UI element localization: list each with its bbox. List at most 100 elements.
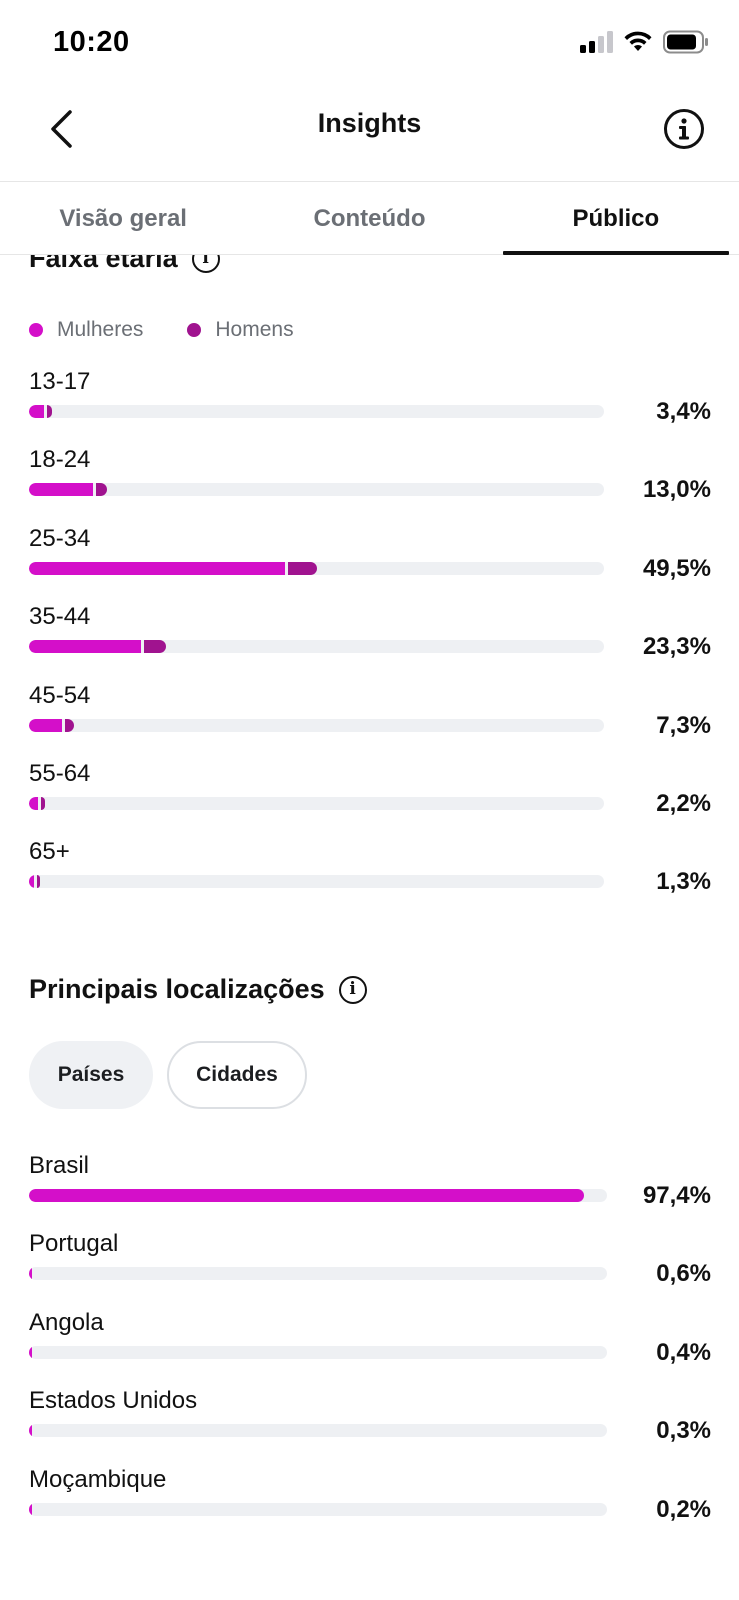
age-row: 25-34 49,5%: [29, 525, 711, 603]
legend-item-men: Homens: [187, 318, 294, 342]
location-row-value: 0,2%: [656, 1495, 711, 1523]
age-row-label: 25-34: [29, 524, 91, 552]
location-row-label: Brasil: [29, 1152, 90, 1179]
age-row: 55-64 2,2%: [29, 760, 711, 838]
legend-item-women: Mulheres: [29, 318, 143, 342]
location-row-value: 0,4%: [656, 1338, 711, 1366]
info-icon: [664, 109, 704, 149]
bar-location: [29, 1189, 584, 1202]
age-row-track: [29, 797, 604, 810]
location-row: Angola 0,4%: [29, 1309, 711, 1387]
wifi-icon: [624, 31, 652, 51]
men-dot-icon: [187, 323, 202, 337]
bar-women: [29, 561, 285, 575]
age-row-value: 3,4%: [656, 398, 711, 425]
bar-men: [96, 483, 107, 497]
age-row: 45-54 7,3%: [29, 682, 711, 760]
bar-women: [29, 483, 94, 497]
age-row: 65+ 1,3%: [29, 838, 711, 916]
audience-content[interactable]: Faixa etária i Mulheres Homens 13-17 3,4%…: [0, 255, 739, 1540]
bar-men: [37, 875, 41, 889]
location-row-label: Portugal: [29, 1230, 119, 1258]
bar-men: [143, 640, 166, 654]
location-row-label: Angola: [29, 1308, 104, 1336]
bar-location: [29, 1345, 32, 1359]
bar-women: [29, 405, 44, 418]
location-row: Moçambique 0,2%: [29, 1466, 711, 1540]
bar-men: [65, 718, 74, 732]
age-row-label: 45-54: [29, 681, 91, 709]
back-button[interactable]: [38, 106, 84, 152]
women-dot-icon: [29, 323, 43, 337]
age-legend: Mulheres Homens: [29, 318, 294, 342]
location-row: Portugal 0,6%: [29, 1230, 711, 1308]
location-filter: Países Cidades: [29, 1041, 307, 1109]
location-row-track: [29, 1267, 607, 1281]
age-row-label: 65+: [29, 838, 70, 866]
location-row-value: 97,4%: [642, 1182, 711, 1209]
age-row-track: [29, 875, 604, 889]
age-row-value: 1,3%: [656, 868, 711, 896]
bar-men: [287, 561, 317, 575]
age-row-value: 49,5%: [642, 554, 711, 582]
location-row-track: [29, 1502, 607, 1516]
location-row-label: Estados Unidos: [29, 1387, 198, 1415]
legend-label-men: Homens: [215, 318, 294, 341]
tab-audience[interactable]: Público: [493, 183, 739, 255]
age-row-label: 13-17: [29, 368, 91, 395]
location-row-value: 0,3%: [656, 1417, 711, 1445]
page-title: Insights: [317, 108, 422, 138]
age-row-track: [29, 405, 604, 418]
age-info-icon[interactable]: i: [191, 255, 220, 273]
bar-location: [29, 1502, 32, 1516]
filter-countries-button[interactable]: Países: [29, 1041, 153, 1109]
age-row-track: [29, 718, 604, 732]
age-section-label: Faixa etária: [29, 255, 178, 273]
bar-location: [29, 1424, 32, 1438]
status-icons: [580, 30, 709, 54]
locations-section-label: Principais localizações: [29, 974, 325, 1004]
age-row-value: 7,3%: [656, 711, 711, 739]
cellular-signal-icon: [580, 31, 613, 53]
locations-info-icon[interactable]: i: [338, 975, 367, 1004]
bar-women: [29, 875, 35, 889]
battery-icon: [663, 30, 708, 54]
tab-bar: Visão geral Conteúdo Público: [0, 183, 739, 255]
age-row-value: 2,2%: [656, 790, 711, 817]
bar-women: [29, 640, 141, 654]
age-row: 18-24 13,0%: [29, 446, 711, 524]
tab-overview[interactable]: Visão geral: [59, 205, 187, 232]
tab-content[interactable]: Conteúdo: [313, 205, 426, 232]
chevron-left-icon: [51, 110, 72, 148]
age-row: 13-17 3,4%: [29, 368, 711, 446]
age-section-title: Faixa etária i: [29, 255, 220, 274]
info-button[interactable]: [659, 104, 709, 154]
status-bar: 10:20: [0, 0, 739, 88]
age-row-track: [29, 640, 604, 654]
age-row: 35-44 23,3%: [29, 603, 711, 681]
location-row: Estados Unidos 0,3%: [29, 1387, 711, 1465]
nav-header: Insights: [0, 88, 739, 182]
location-row-track: [29, 1189, 607, 1202]
location-row-value: 0,6%: [656, 1260, 711, 1288]
location-row-label: Moçambique: [29, 1465, 167, 1493]
age-row-value: 23,3%: [642, 633, 711, 661]
locations-section-title: Principais localizações i: [29, 974, 367, 1005]
location-row-track: [29, 1424, 607, 1438]
status-time: 10:20: [53, 26, 130, 58]
bar-women: [29, 797, 39, 810]
age-row-value: 13,0%: [642, 476, 711, 504]
bar-women: [29, 718, 63, 732]
location-row-track: [29, 1345, 607, 1359]
bar-men: [46, 405, 52, 418]
filter-cities-button[interactable]: Cidades: [167, 1041, 307, 1109]
age-row-track: [29, 483, 604, 497]
bar-men: [41, 797, 45, 810]
age-row-track: [29, 561, 604, 575]
bar-location: [29, 1267, 33, 1281]
age-row-label: 35-44: [29, 603, 91, 631]
age-row-label: 18-24: [29, 446, 91, 474]
age-row-label: 55-64: [29, 760, 91, 787]
legend-label-women: Mulheres: [57, 318, 144, 341]
location-row: Brasil 97,4%: [29, 1152, 711, 1230]
